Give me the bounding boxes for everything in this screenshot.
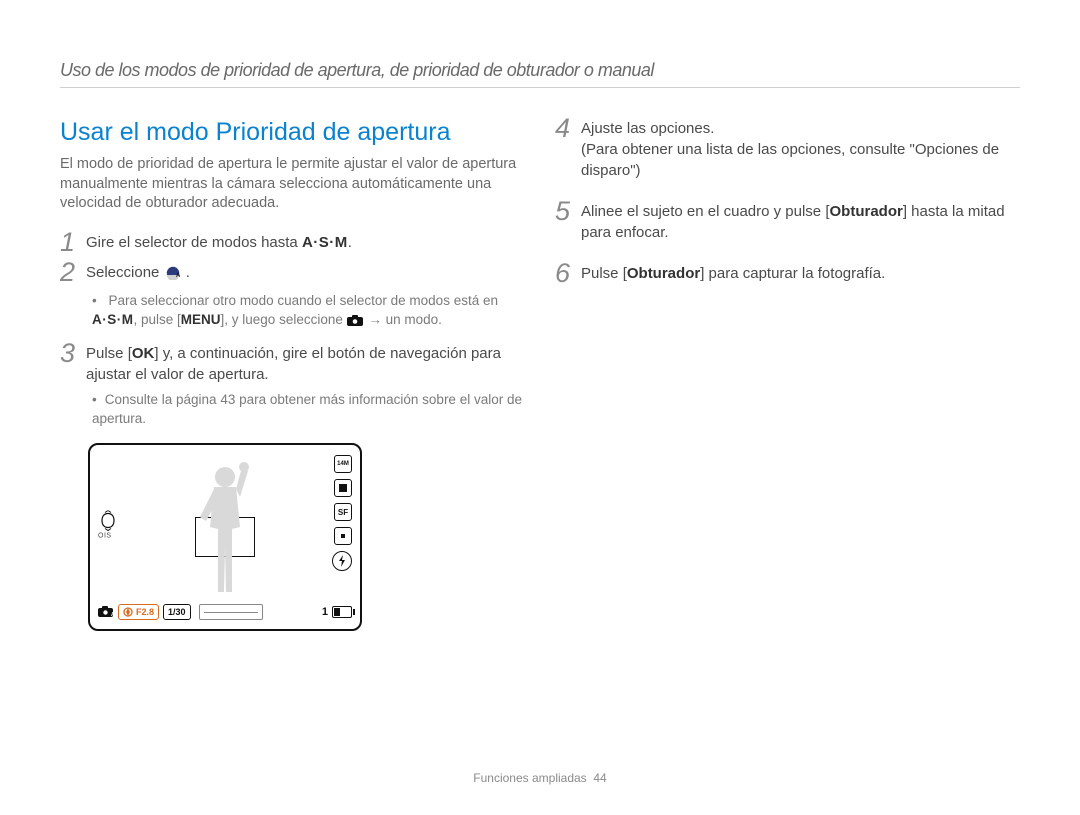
lcd-side-icons: 14M SF: [332, 455, 352, 571]
flash-icon: [332, 551, 352, 571]
step-text: Pulse [: [86, 345, 132, 362]
quality-icon: SF: [334, 503, 352, 521]
menu-glyph: MENU: [181, 312, 221, 327]
step-body: Ajuste las opciones. (Para obtener una l…: [581, 118, 1020, 181]
note-text: un modo.: [386, 312, 442, 327]
step-text: ] para capturar la fotografía.: [700, 265, 885, 282]
step-number: 1: [60, 229, 86, 256]
step-3: 3 Pulse [OK] y, a continuación, gire el …: [60, 343, 525, 385]
battery-icon: [332, 606, 352, 618]
ev-scale: [199, 604, 263, 620]
arrow-glyph: →: [368, 312, 382, 327]
step-3-notes: Consulte la página 43 para obtener más i…: [92, 391, 525, 429]
right-column: 4 Ajuste las opciones. (Para obtener una…: [555, 118, 1020, 631]
step-text: (Para obtener una lista de las opciones,…: [581, 141, 999, 179]
lcd-preview: OIS 14M SF: [88, 443, 525, 631]
note-item: Consulte la página 43 para obtener más i…: [92, 391, 525, 429]
remaining-shots: 1: [322, 606, 352, 618]
ok-glyph: OK: [132, 345, 155, 362]
ois-label: OIS: [98, 533, 118, 540]
step-number: 6: [555, 260, 581, 287]
step-body: Pulse [Obturador] para capturar la fotog…: [581, 263, 1020, 284]
step-text: .: [348, 234, 352, 251]
ois-icon: OIS: [98, 511, 118, 540]
step-2-notes: Para seleccionar otro modo cuando el sel…: [92, 292, 525, 330]
lcd-viewport: OIS 14M SF: [98, 453, 352, 597]
mode-aperture-icon: A: [164, 266, 182, 280]
asm-glyph: A·S·M: [92, 312, 134, 327]
step-number: 3: [60, 340, 86, 367]
asm-glyph: A·S·M: [302, 234, 348, 251]
shutter-label: Obturador: [627, 265, 700, 282]
aperture-readout: F2.8: [118, 604, 159, 620]
step-body: Alinee el sujeto en el cuadro y pulse [O…: [581, 201, 1020, 243]
step-text: Pulse [: [581, 265, 627, 282]
left-column: Usar el modo Prioridad de apertura El mo…: [60, 118, 525, 631]
breadcrumb: Uso de los modos de prioridad de apertur…: [60, 60, 1020, 88]
section-title: Usar el modo Prioridad de apertura: [60, 118, 525, 147]
manual-page: Uso de los modos de prioridad de apertur…: [0, 0, 1080, 815]
step-body: Gire el selector de modos hasta A·S·M.: [86, 232, 525, 253]
step-4: 4 Ajuste las opciones. (Para obtener una…: [555, 118, 1020, 181]
step-body: Pulse [OK] y, a continuación, gire el bo…: [86, 343, 525, 385]
camera-mode-icon: A: [98, 606, 114, 618]
shutter-readout: 1/30: [163, 604, 191, 620]
svg-text:A: A: [176, 273, 181, 279]
lcd-frame: OIS 14M SF: [88, 443, 362, 631]
subject-silhouette: [180, 457, 270, 597]
note-text: ], y luego seleccione: [221, 312, 347, 327]
note-text: Para seleccionar otro modo cuando el sel…: [109, 293, 498, 308]
note-item: Para seleccionar otro modo cuando el sel…: [92, 292, 525, 330]
intro-text: El modo de prioridad de apertura le perm…: [60, 155, 525, 214]
page-footer: Funciones ampliadas 44: [0, 771, 1080, 785]
aperture-value: F2.8: [136, 607, 154, 617]
page-number: 44: [593, 771, 606, 785]
step-text: Ajuste las opciones.: [581, 120, 714, 137]
single-shot-icon: [334, 479, 352, 497]
camera-menu-icon: [347, 314, 365, 326]
shots-value: 1: [322, 606, 328, 618]
note-text: , pulse [: [134, 312, 181, 327]
content-columns: Usar el modo Prioridad de apertura El mo…: [60, 118, 1020, 631]
step-body: Seleccione A .: [86, 262, 525, 283]
svg-text:A: A: [111, 612, 114, 618]
step-1: 1 Gire el selector de modos hasta A·S·M.: [60, 232, 525, 256]
resolution-icon: 14M: [334, 455, 352, 473]
step-2: 2 Seleccione A .: [60, 262, 525, 286]
metering-icon: [334, 527, 352, 545]
step-number: 4: [555, 115, 581, 142]
shutter-label: Obturador: [830, 203, 903, 220]
step-number: 5: [555, 198, 581, 225]
step-text: .: [186, 264, 190, 281]
lcd-status-bar: A F2.8 1/30 1: [98, 603, 352, 621]
footer-label: Funciones ampliadas: [473, 771, 586, 785]
step-5: 5 Alinee el sujeto en el cuadro y pulse …: [555, 201, 1020, 243]
step-text: Seleccione: [86, 264, 164, 281]
step-text: Gire el selector de modos hasta: [86, 234, 302, 251]
step-text: Alinee el sujeto en el cuadro y pulse [: [581, 203, 830, 220]
step-number: 2: [60, 259, 86, 286]
step-6: 6 Pulse [Obturador] para capturar la fot…: [555, 263, 1020, 287]
